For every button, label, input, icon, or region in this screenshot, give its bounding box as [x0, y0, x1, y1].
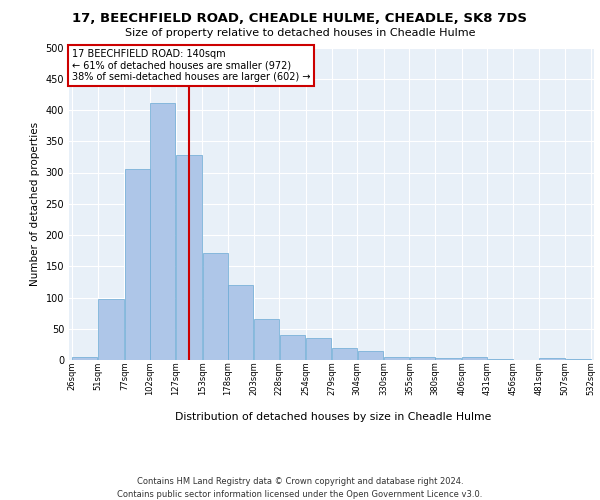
Bar [384, 357, 409, 360]
Text: 17, BEECHFIELD ROAD, CHEADLE HULME, CHEADLE, SK8 7DS: 17, BEECHFIELD ROAD, CHEADLE HULME, CHEA… [73, 12, 527, 26]
Bar [151, 103, 175, 360]
Bar [410, 357, 434, 360]
Bar [98, 298, 124, 360]
Bar [176, 155, 202, 360]
Text: Distribution of detached houses by size in Cheadle Hulme: Distribution of detached houses by size … [175, 412, 491, 422]
Text: Size of property relative to detached houses in Cheadle Hulme: Size of property relative to detached ho… [125, 28, 475, 38]
Text: 17 BEECHFIELD ROAD: 140sqm
← 61% of detached houses are smaller (972)
38% of sem: 17 BEECHFIELD ROAD: 140sqm ← 61% of deta… [71, 49, 310, 82]
Bar [539, 358, 565, 360]
Bar [462, 357, 487, 360]
Bar [73, 357, 97, 360]
Bar [203, 252, 227, 360]
Bar [229, 285, 253, 360]
Bar [436, 358, 461, 360]
Bar [254, 320, 279, 360]
Bar [125, 170, 149, 360]
Bar [306, 338, 331, 360]
Bar [332, 348, 357, 360]
Bar [566, 359, 590, 360]
Bar [280, 335, 305, 360]
Y-axis label: Number of detached properties: Number of detached properties [30, 122, 40, 286]
Bar [358, 350, 383, 360]
Text: Contains HM Land Registry data © Crown copyright and database right 2024.
Contai: Contains HM Land Registry data © Crown c… [118, 478, 482, 499]
